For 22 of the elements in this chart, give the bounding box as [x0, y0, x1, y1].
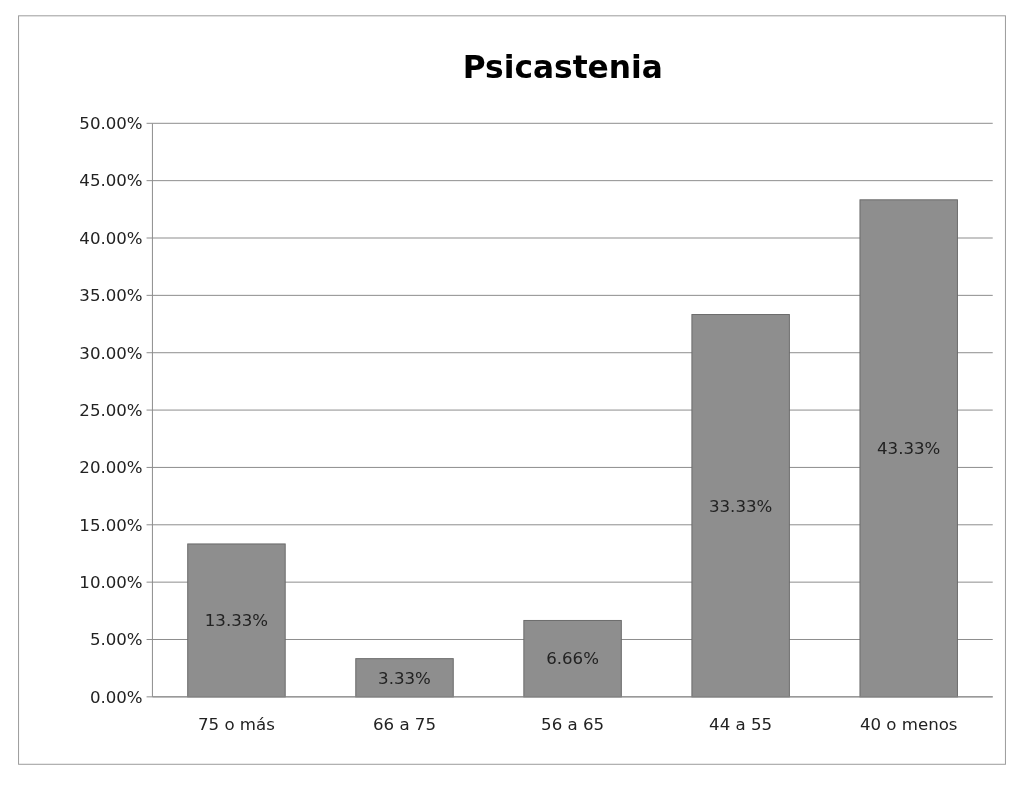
data-label: 6.66% — [546, 649, 599, 669]
y-tick-label: 40.00% — [79, 228, 143, 248]
y-tick-label: 35.00% — [79, 286, 143, 306]
x-tick-label: 66 a 75 — [373, 715, 437, 735]
y-tick-label: 10.00% — [79, 572, 143, 592]
data-label: 43.33% — [877, 439, 941, 459]
y-tick-label: 15.00% — [79, 515, 143, 535]
y-tick-label: 30.00% — [79, 343, 143, 363]
y-tick-label: 5.00% — [89, 630, 143, 650]
x-tick-label: 44 a 55 — [709, 715, 773, 735]
y-tick-label: 45.00% — [79, 171, 143, 191]
y-tick-label: 50.00% — [79, 114, 143, 134]
y-tick-label: 25.00% — [79, 400, 143, 420]
x-tick-label: 56 a 65 — [541, 715, 605, 735]
x-tick-label: 40 o menos — [859, 715, 958, 735]
y-tick-label: 0.00% — [89, 687, 143, 707]
data-label: 33.33% — [708, 496, 773, 516]
data-label: 13.33% — [204, 611, 269, 631]
x-tick-label: 75 o más — [198, 715, 275, 735]
chart-title: Psicastenia — [462, 49, 663, 86]
data-label: 3.33% — [378, 668, 431, 688]
y-tick-label: 20.00% — [79, 458, 143, 478]
